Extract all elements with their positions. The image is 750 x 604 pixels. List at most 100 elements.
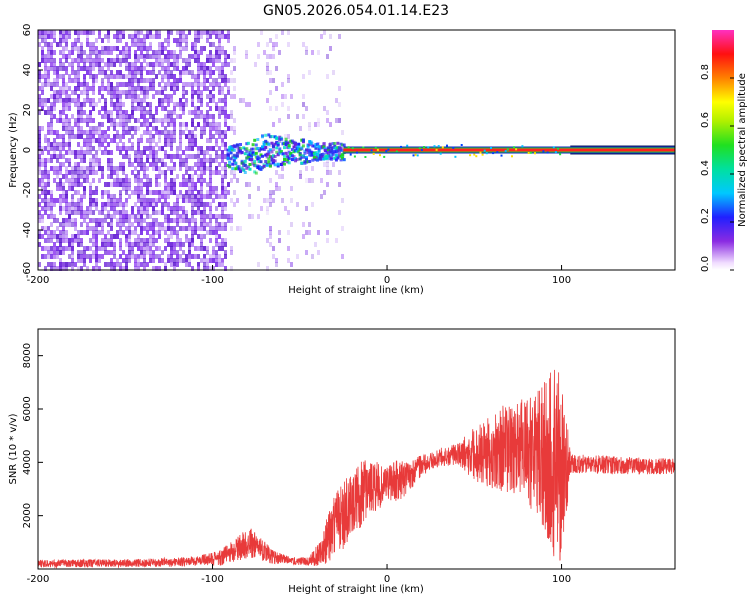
signal-cell (242, 168, 246, 172)
noise-cell (68, 86, 71, 91)
noise-cell (137, 106, 140, 111)
noise-cell (77, 62, 80, 67)
noise-cell (161, 194, 164, 199)
noise-cell (149, 134, 152, 139)
noise-cell (44, 266, 47, 271)
noise-cell (89, 202, 92, 207)
noise-cell (137, 178, 140, 183)
noise-cell (176, 62, 179, 67)
noise-cell (197, 146, 200, 151)
noise-cell (119, 58, 122, 63)
noise-cell (206, 158, 209, 163)
noise-cell (218, 126, 221, 131)
noise-cell (224, 114, 227, 119)
noise-cell (68, 214, 71, 219)
noise-cell (134, 62, 137, 67)
noise-cell (41, 214, 44, 219)
noise-cell (68, 146, 71, 151)
noise-cell (209, 182, 212, 187)
noise-cell (98, 34, 101, 39)
noise-cell (125, 50, 128, 55)
noise-cell (119, 106, 122, 111)
noise-cell (161, 206, 164, 211)
noise-cell (197, 50, 200, 55)
noise-cell (227, 54, 230, 59)
noise-cell (92, 118, 95, 123)
noise-cell (47, 46, 50, 51)
signal-cell (287, 150, 291, 154)
noise-cell (44, 42, 47, 47)
noise-cell (107, 194, 110, 199)
noise-cell (215, 238, 218, 243)
noise-cell (59, 246, 62, 251)
noise-cell (152, 86, 155, 91)
noise-cell (197, 246, 200, 251)
noise-cell (182, 46, 185, 51)
noise-cell (56, 250, 59, 255)
noise-cell (152, 154, 155, 159)
noise-cell (68, 138, 71, 143)
noise-cell (89, 126, 92, 131)
noise-cell (176, 210, 179, 215)
noise-cell (215, 138, 218, 143)
noise-cell (209, 170, 212, 175)
noise-cell (140, 222, 143, 227)
noise-cell (140, 158, 143, 163)
noise-cell (149, 102, 152, 107)
noise-cell (170, 190, 173, 195)
noise-cell (137, 254, 140, 259)
noise-cell (77, 150, 80, 155)
noise-cell (152, 206, 155, 211)
noise-cell (56, 98, 59, 103)
noise-cell (170, 134, 173, 139)
noise-cell (275, 66, 278, 71)
noise-cell (98, 62, 101, 67)
noise-cell (137, 174, 140, 179)
signal-cell (234, 145, 238, 149)
signal-cell (300, 138, 304, 142)
noise-cell (212, 198, 215, 203)
noise-cell (218, 98, 221, 103)
noise-cell (41, 174, 44, 179)
noise-cell (146, 46, 149, 51)
noise-cell (44, 182, 47, 187)
noise-cell (218, 106, 221, 111)
noise-cell (209, 258, 212, 263)
noise-cell (122, 170, 125, 175)
noise-cell (200, 46, 203, 51)
noise-cell (176, 78, 179, 83)
noise-cell (203, 130, 206, 135)
noise-cell (110, 90, 113, 95)
noise-cell (92, 50, 95, 55)
noise-cell (95, 254, 98, 259)
noise-cell (38, 86, 41, 91)
noise-cell (218, 258, 221, 263)
noise-cell (164, 142, 167, 147)
noise-cell (191, 122, 194, 127)
noise-cell (101, 106, 104, 111)
signal-cell (235, 166, 239, 170)
signal-cell (303, 160, 307, 164)
noise-cell (56, 82, 59, 87)
noise-cell (140, 114, 143, 119)
noise-cell (44, 82, 47, 87)
noise-cell (41, 86, 44, 91)
noise-cell (110, 94, 113, 99)
noise-cell (119, 242, 122, 247)
noise-cell (128, 138, 131, 143)
noise-cell (188, 194, 191, 199)
noise-cell (167, 238, 170, 243)
noise-cell (197, 78, 200, 83)
noise-cell (65, 126, 68, 131)
noise-cell (233, 94, 236, 99)
noise-cell (158, 190, 161, 195)
snr-series-line (38, 369, 675, 569)
noise-cell (191, 118, 194, 123)
noise-cell (89, 138, 92, 143)
noise-cell (125, 118, 128, 123)
noise-cell (191, 154, 194, 159)
noise-cell (68, 30, 71, 35)
noise-cell (143, 146, 146, 151)
noise-cell (74, 90, 77, 95)
noise-cell (77, 30, 80, 35)
